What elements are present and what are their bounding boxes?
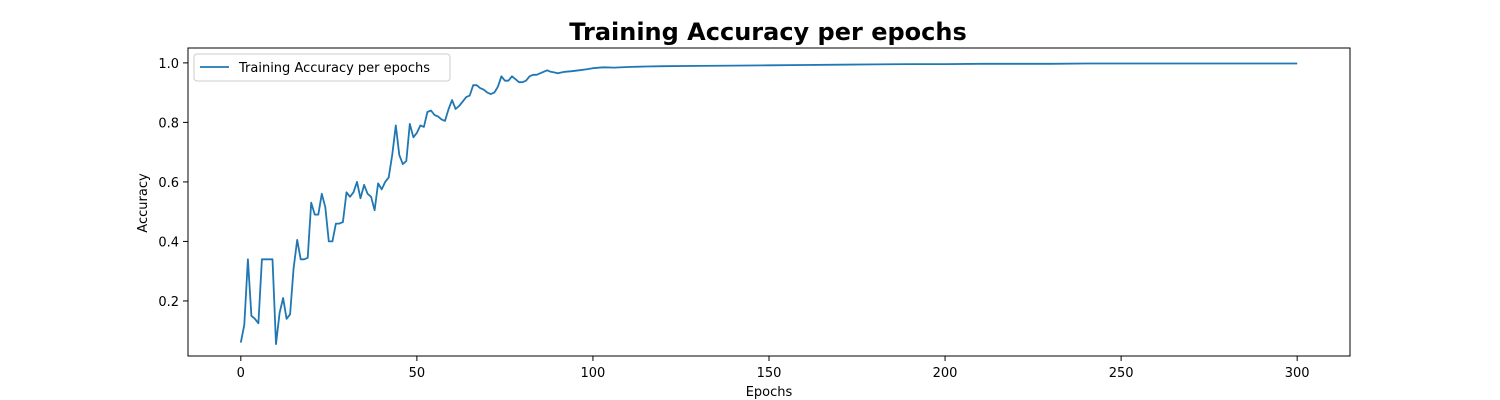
x-tick-label: 100 bbox=[581, 366, 606, 381]
y-axis: 0.2 0.4 0.6 0.8 1.0 bbox=[158, 57, 188, 310]
x-tick-label: 0 bbox=[237, 366, 245, 381]
x-tick-label: 200 bbox=[933, 366, 958, 381]
legend-label: Training Accuracy per epochs bbox=[238, 61, 430, 76]
y-tick-label: 0.4 bbox=[158, 235, 179, 250]
x-tick-label: 250 bbox=[1109, 366, 1134, 381]
plot-frame bbox=[187, 47, 1351, 357]
x-axis-label: Epochs bbox=[746, 385, 793, 400]
chart-title: Training Accuracy per epochs bbox=[569, 18, 967, 46]
y-tick-label: 0.2 bbox=[158, 295, 179, 310]
training-accuracy-line bbox=[239, 62, 1298, 345]
x-tick-label: 300 bbox=[1285, 366, 1310, 381]
y-axis-label: Accuracy bbox=[136, 173, 151, 233]
x-axis: 0 50 100 150 200 250 300 bbox=[237, 356, 1310, 381]
y-tick-label: 1.0 bbox=[158, 57, 179, 72]
legend-box bbox=[193, 53, 451, 82]
y-tick-label: 0.8 bbox=[158, 116, 179, 131]
legend: Training Accuracy per epochs bbox=[193, 53, 451, 82]
x-tick-label: 50 bbox=[409, 366, 426, 381]
y-tick-label: 0.6 bbox=[158, 176, 179, 191]
x-tick-label: 150 bbox=[757, 366, 782, 381]
